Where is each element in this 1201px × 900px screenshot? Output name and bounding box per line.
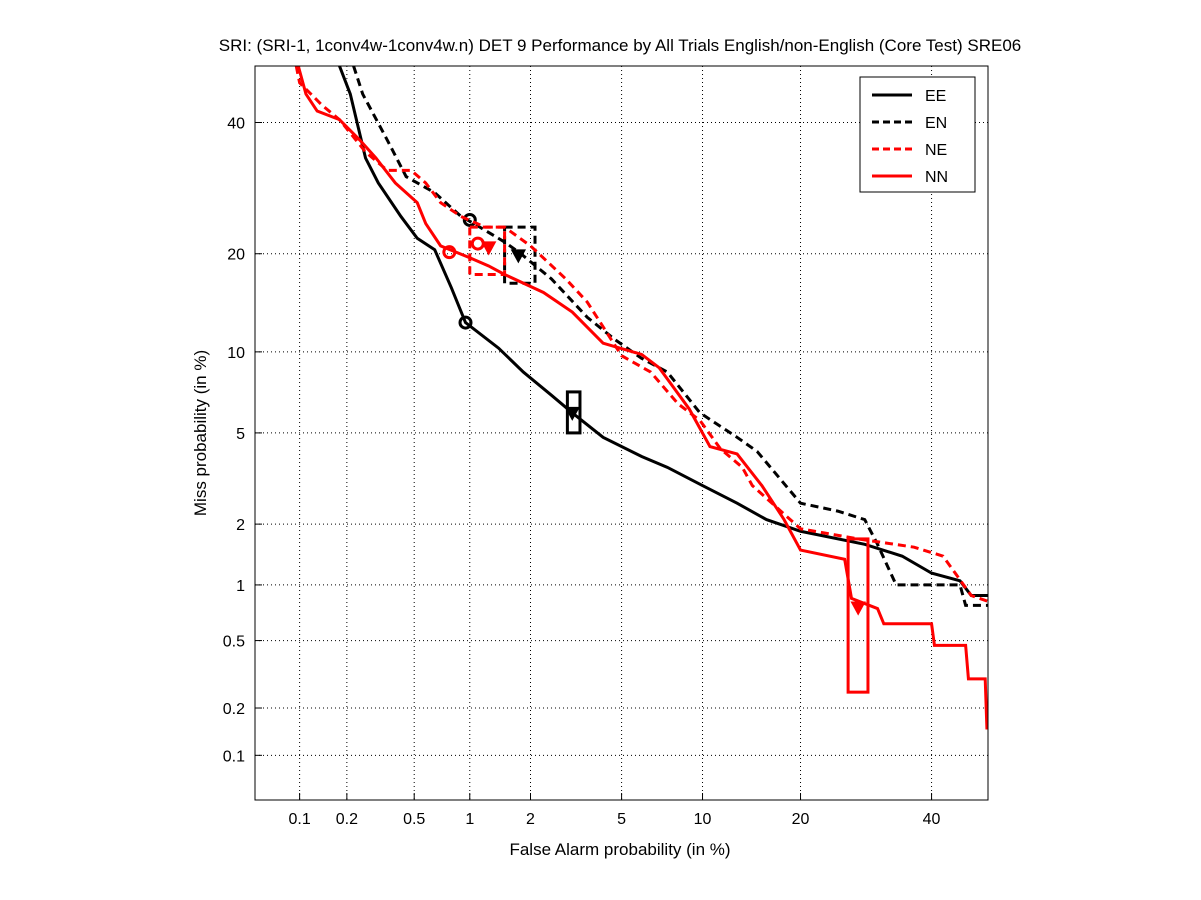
- confidence-box-ee: [565, 390, 582, 435]
- plot-frame: [254, 65, 989, 801]
- y-ticks: 0.1 0.2 0.5 1 2 5 10 20 40: [223, 116, 245, 766]
- chart-title: SRI: (SRI-1, 1conv4w-1conv4w.n) DET 9 Pe…: [219, 36, 1022, 55]
- series-layer: [294, 66, 988, 730]
- legend-label-en: EN: [925, 115, 947, 132]
- y-tick-label: 0.2: [223, 701, 245, 718]
- actual-dcf-marker-en: [510, 249, 527, 264]
- confidence-box-ne: [468, 225, 507, 276]
- x-tick-label: 1: [465, 811, 474, 828]
- legend-label-ne: NE: [925, 142, 947, 159]
- x-ticks: 0.1 0.2 0.5 1 2 5 10 20 40: [288, 811, 940, 828]
- y-tick-label: 1: [236, 578, 245, 595]
- x-tick-label: 40: [923, 811, 941, 828]
- x-tick-label: 0.2: [336, 811, 358, 828]
- actual-dcf-marker-nn: [850, 601, 866, 616]
- actual-dcf-marker-ne: [481, 241, 497, 256]
- x-tick-label: 20: [792, 811, 810, 828]
- y-tick-label: 2: [236, 517, 245, 534]
- y-tick-label: 5: [236, 426, 245, 443]
- y-axis-label: Miss probability (in %): [191, 350, 210, 516]
- y-tick-label: 40: [227, 116, 245, 133]
- y-tick-label: 0.1: [223, 748, 245, 765]
- x-axis-label: False Alarm probability (in %): [509, 840, 730, 859]
- y-tick-label: 10: [227, 345, 245, 362]
- x-tick-label: 0.5: [403, 811, 425, 828]
- x-tick-label: 2: [526, 811, 535, 828]
- min-dcf-marker-nn: [442, 245, 457, 260]
- series-line-ee: [338, 66, 988, 598]
- min-dcf-marker-en: [462, 212, 477, 227]
- legend: EE EN NE NN: [859, 76, 976, 193]
- series-line-nn: [296, 66, 988, 730]
- min-dcf-marker-ee: [458, 315, 473, 330]
- confidence-box-nn: [846, 537, 870, 694]
- confidence-box-en: [503, 225, 537, 285]
- grid: [255, 66, 988, 800]
- actual-dcf-marker-ee: [564, 406, 580, 421]
- x-tick-label: 0.1: [288, 811, 310, 828]
- x-tick-label: 10: [694, 811, 712, 828]
- legend-label-ee: EE: [925, 88, 946, 105]
- x-tick-label: 5: [617, 811, 626, 828]
- y-tick-label: 0.5: [223, 634, 245, 651]
- legend-label-nn: NN: [925, 169, 948, 186]
- y-tick-label: 20: [227, 247, 245, 264]
- series-line-en: [352, 66, 988, 607]
